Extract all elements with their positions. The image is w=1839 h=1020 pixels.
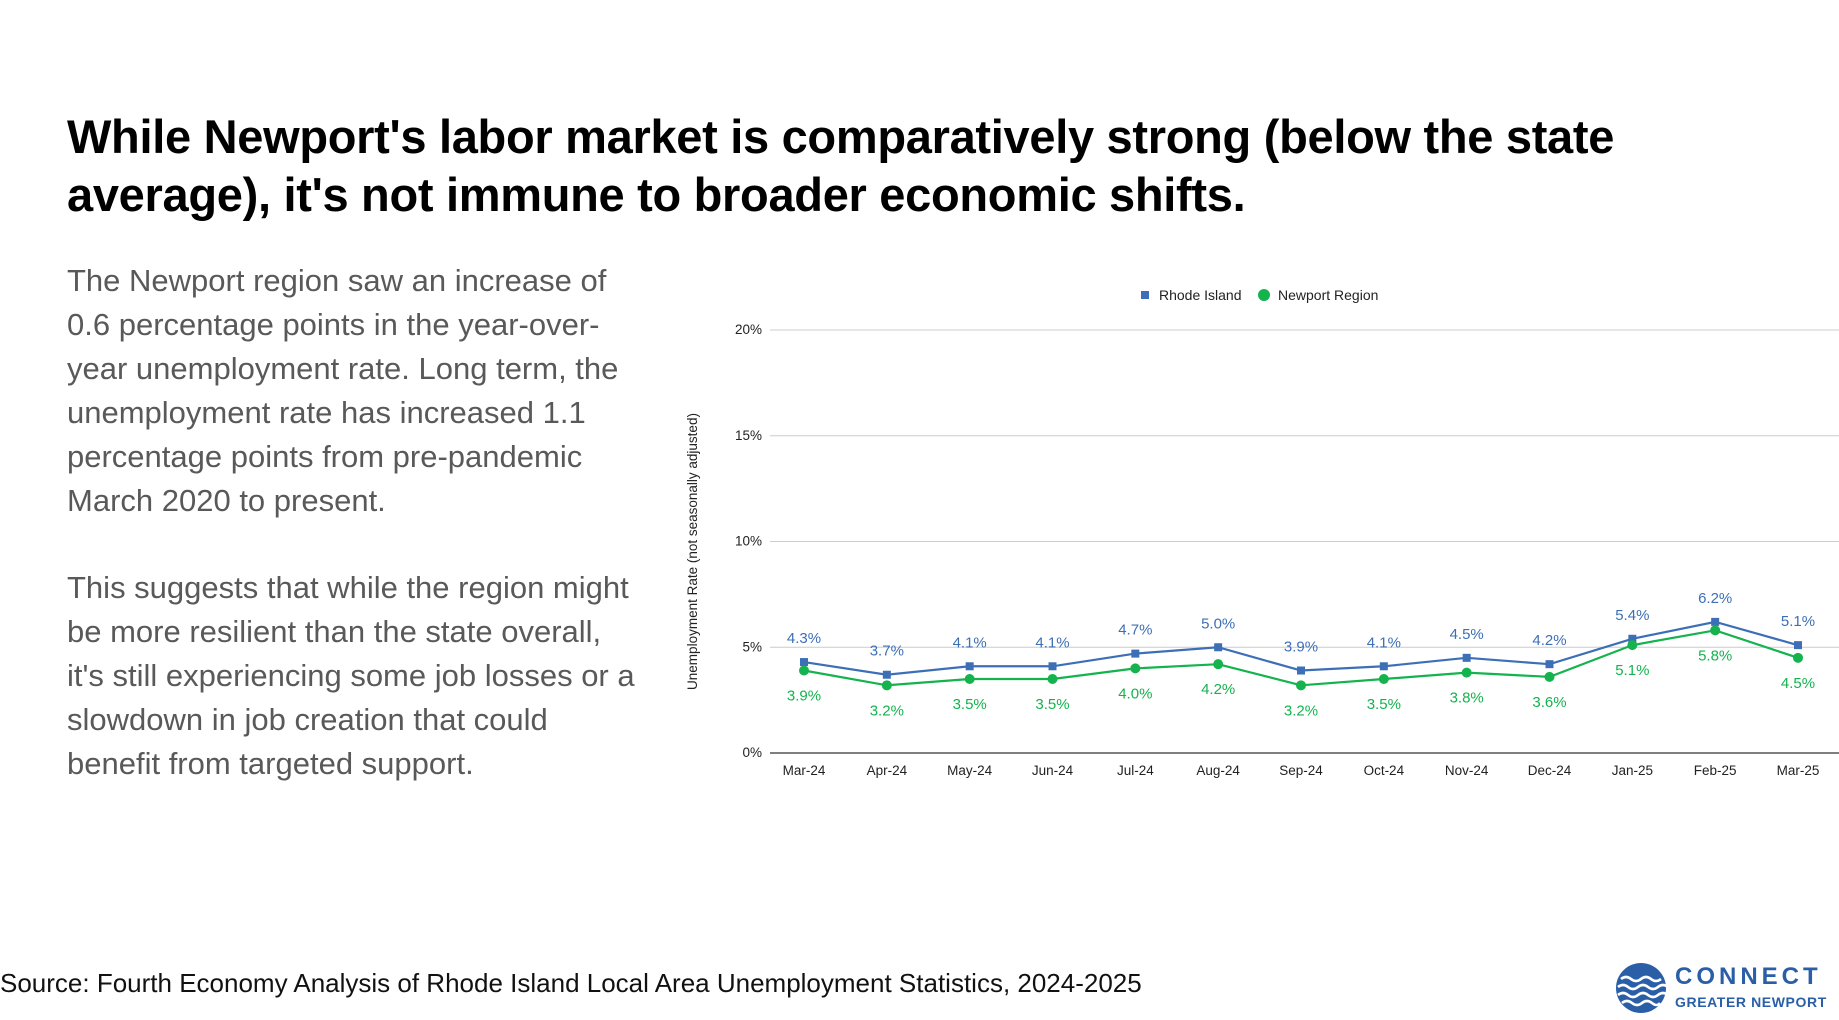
x-tick-label: Jun-24: [1032, 763, 1074, 778]
data-point-square: [1131, 649, 1140, 658]
legend-marker-circle: [1258, 289, 1270, 301]
data-label: 3.5%: [953, 696, 987, 713]
data-point-square: [1214, 643, 1223, 652]
y-axis-title: Unemployment Rate (not seasonally adjust…: [685, 413, 700, 690]
data-point-square: [1379, 662, 1388, 671]
data-label: 4.5%: [1450, 626, 1484, 643]
data-point-circle: [1378, 673, 1389, 684]
paragraph-2: This suggests that while the region migh…: [67, 570, 635, 781]
data-label: 3.9%: [787, 688, 821, 705]
data-point-square: [882, 670, 891, 679]
source-note: Source: Fourth Economy Analysis of Rhode…: [0, 968, 1142, 998]
x-tick-label: Mar-24: [783, 763, 826, 778]
x-tick-label: Nov-24: [1445, 763, 1489, 778]
legend-marker-square: [1141, 291, 1149, 299]
data-point-circle: [1296, 680, 1306, 691]
x-tick-label: Jan-25: [1612, 763, 1653, 778]
data-label: 6.2%: [1698, 590, 1732, 607]
data-label: 4.1%: [1367, 634, 1401, 651]
data-point-square: [1794, 641, 1802, 650]
data-point-square: [800, 658, 808, 667]
connect-greater-newport-logo: CONNECT GREATER NEWPORT: [1615, 962, 1827, 1016]
data-point-circle: [1461, 667, 1472, 678]
paragraph-1: The Newport region saw an increase of 0.…: [67, 263, 619, 518]
data-point-square: [1628, 634, 1637, 643]
waves-logo-icon: [1616, 963, 1667, 1013]
x-tick-label: Dec-24: [1528, 763, 1572, 778]
data-label: 5.0%: [1201, 615, 1235, 632]
data-label: 3.5%: [1367, 696, 1401, 713]
data-point-circle: [1213, 659, 1224, 670]
data-point-square: [1297, 666, 1305, 675]
data-label: 4.0%: [1118, 685, 1152, 702]
x-tick-label: Jul-24: [1117, 763, 1154, 778]
data-point-square: [1711, 617, 1720, 626]
x-tick-label: Mar-25: [1777, 763, 1820, 778]
x-tick-label: May-24: [947, 763, 993, 778]
data-point-square: [965, 662, 974, 671]
data-point-circle: [1130, 663, 1141, 674]
chart-svg: 0% 5% 10% 15% 20% Mar-24 Apr-24 May-24 Jun-24 Jul…: [685, 287, 1839, 778]
headline: While Newport's labor market is comparat…: [67, 110, 1615, 221]
data-label: 4.1%: [1035, 634, 1069, 651]
y-tick-label: 0%: [742, 745, 762, 760]
data-point-circle: [1627, 640, 1638, 651]
x-tick-label: Oct-24: [1364, 763, 1405, 778]
legend-label: Newport Region: [1278, 287, 1378, 303]
logo-wordmark-top: CONNECT: [1675, 963, 1822, 990]
y-tick-label: 15%: [735, 428, 762, 443]
data-point-circle: [1793, 652, 1803, 663]
data-label: 3.5%: [1035, 696, 1069, 713]
data-label: 5.4%: [1615, 607, 1649, 624]
data-label: 4.2%: [1201, 681, 1235, 698]
x-tick-label: Apr-24: [867, 763, 908, 778]
data-label: 3.8%: [1450, 690, 1484, 707]
data-label: 4.5%: [1781, 675, 1815, 692]
data-point-circle: [964, 673, 975, 684]
y-tick-label: 5%: [742, 639, 762, 654]
data-label: 3.2%: [1284, 702, 1318, 719]
x-tick-label: Feb-25: [1694, 763, 1737, 778]
unemployment-chart: 0% 5% 10% 15% 20% Mar-24 Apr-24 May-24 Jun-24 Jul…: [680, 270, 1839, 790]
data-point-circle: [1544, 671, 1555, 682]
data-label: 5.1%: [1615, 662, 1649, 679]
data-point-circle: [881, 680, 892, 691]
x-tick-label: Aug-24: [1196, 763, 1240, 778]
data-point-square: [1462, 653, 1471, 662]
data-label: 3.7%: [870, 643, 904, 660]
data-point-square: [1048, 662, 1057, 671]
data-label: 3.6%: [1532, 694, 1566, 711]
data-point-circle: [799, 665, 809, 676]
data-label: 3.2%: [870, 702, 904, 719]
x-tick-label: Sep-24: [1279, 763, 1323, 778]
y-tick-label: 10%: [735, 534, 762, 549]
data-label: 4.3%: [787, 630, 821, 647]
data-label: 4.7%: [1118, 622, 1152, 639]
data-point-circle: [1710, 625, 1721, 636]
y-tick-label: 20%: [735, 322, 762, 337]
data-label: 5.1%: [1781, 613, 1815, 630]
data-point-circle: [1047, 673, 1058, 684]
logo-wordmark-bottom: GREATER NEWPORT: [1675, 994, 1827, 1010]
data-label: 3.9%: [1284, 639, 1318, 656]
data-label: 4.2%: [1532, 632, 1566, 649]
data-label: 4.1%: [953, 634, 987, 651]
data-label: 5.8%: [1698, 647, 1732, 664]
legend-label: Rhode Island: [1159, 287, 1242, 303]
data-point-square: [1545, 660, 1554, 669]
